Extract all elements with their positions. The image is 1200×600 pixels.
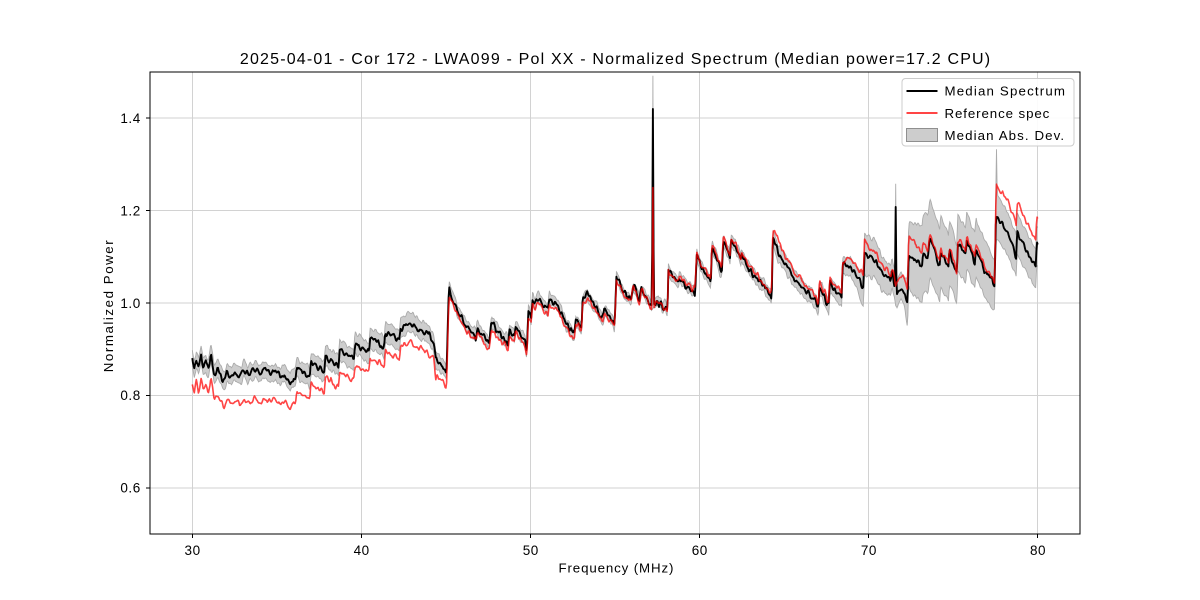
svg-text:Frequency (MHz): Frequency (MHz) [559, 561, 675, 576]
svg-text:Normalized Power: Normalized Power [101, 239, 116, 372]
svg-text:2025-04-01 - Cor 172 - LWA099: 2025-04-01 - Cor 172 - LWA099 - Pol XX -… [240, 51, 991, 68]
svg-text:80: 80 [1030, 543, 1046, 558]
svg-text:0.6: 0.6 [120, 481, 140, 496]
svg-text:40: 40 [354, 543, 370, 558]
svg-text:60: 60 [692, 543, 708, 558]
svg-text:Reference spec: Reference spec [945, 106, 1051, 121]
svg-text:50: 50 [523, 543, 539, 558]
svg-text:0.8: 0.8 [120, 388, 140, 403]
svg-text:1.2: 1.2 [120, 203, 140, 218]
svg-text:Median Spectrum: Median Spectrum [945, 84, 1067, 99]
svg-text:1.4: 1.4 [120, 111, 140, 126]
svg-text:70: 70 [861, 543, 877, 558]
svg-text:30: 30 [185, 543, 201, 558]
svg-text:Median Abs. Dev.: Median Abs. Dev. [945, 128, 1066, 143]
svg-text:1.0: 1.0 [120, 296, 140, 311]
